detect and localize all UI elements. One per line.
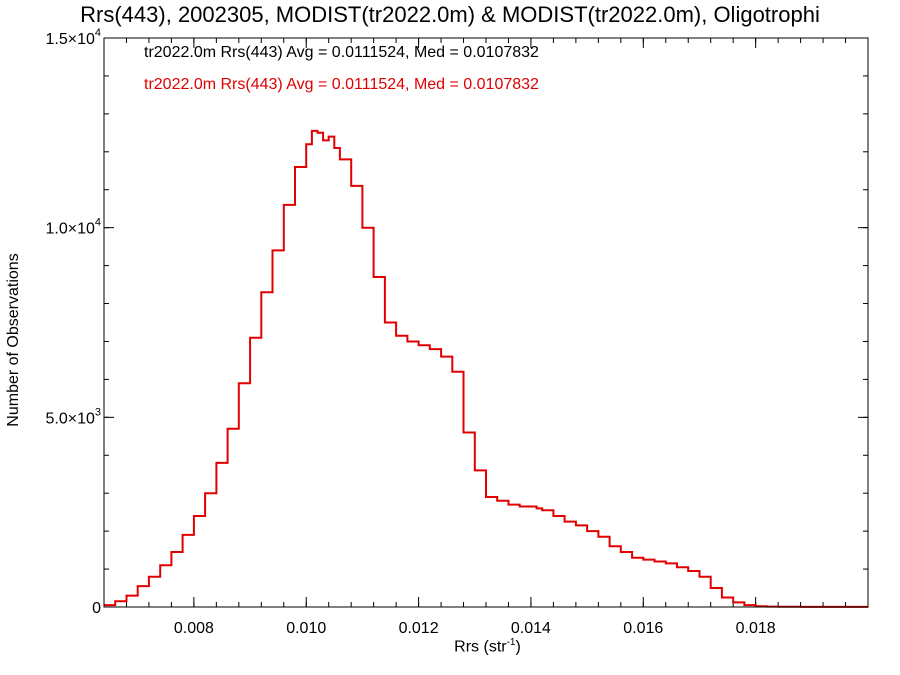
- histogram-series-line: [104, 129, 868, 608]
- x-tick-label: 0.018: [736, 620, 776, 637]
- stat-line-red: tr2022.0m Rrs(443) Avg = 0.0111524, Med …: [144, 76, 539, 93]
- x-tick-label: 0.008: [174, 620, 214, 637]
- x-axis-label: Rrs (str-1): [0, 637, 900, 656]
- x-axis-label-main: Rrs (str: [454, 638, 507, 656]
- y-axis-label: Number of Observations: [5, 253, 22, 427]
- series-layer: [104, 129, 868, 608]
- y-tick-label: 1.5×104: [45, 27, 101, 48]
- x-axis-label-sup: -1: [506, 637, 516, 648]
- y-tick-label: 0: [92, 600, 101, 617]
- axis-ticks: [103, 37, 869, 608]
- x-axis-label-end: ): [515, 638, 521, 656]
- x-tick-label: 0.014: [511, 620, 551, 637]
- plot-frame: [103, 37, 869, 608]
- y-tick-label: 1.0×104: [45, 217, 101, 238]
- chart-title: Rrs(443), 2002305, MODIST(tr2022.0m) & M…: [80, 2, 820, 27]
- stat-line-black: tr2022.0m Rrs(443) Avg = 0.0111524, Med …: [144, 44, 539, 61]
- x-tick-label: 0.010: [286, 620, 326, 637]
- y-tick-label: 5.0×103: [45, 406, 101, 427]
- x-tick-label: 0.012: [399, 620, 439, 637]
- tick-labels: 0.008 0.010 0.012 0.014 0.016 0.018 0 5.0×103 1.…: [45, 27, 775, 637]
- x-tick-label: 0.016: [623, 620, 663, 637]
